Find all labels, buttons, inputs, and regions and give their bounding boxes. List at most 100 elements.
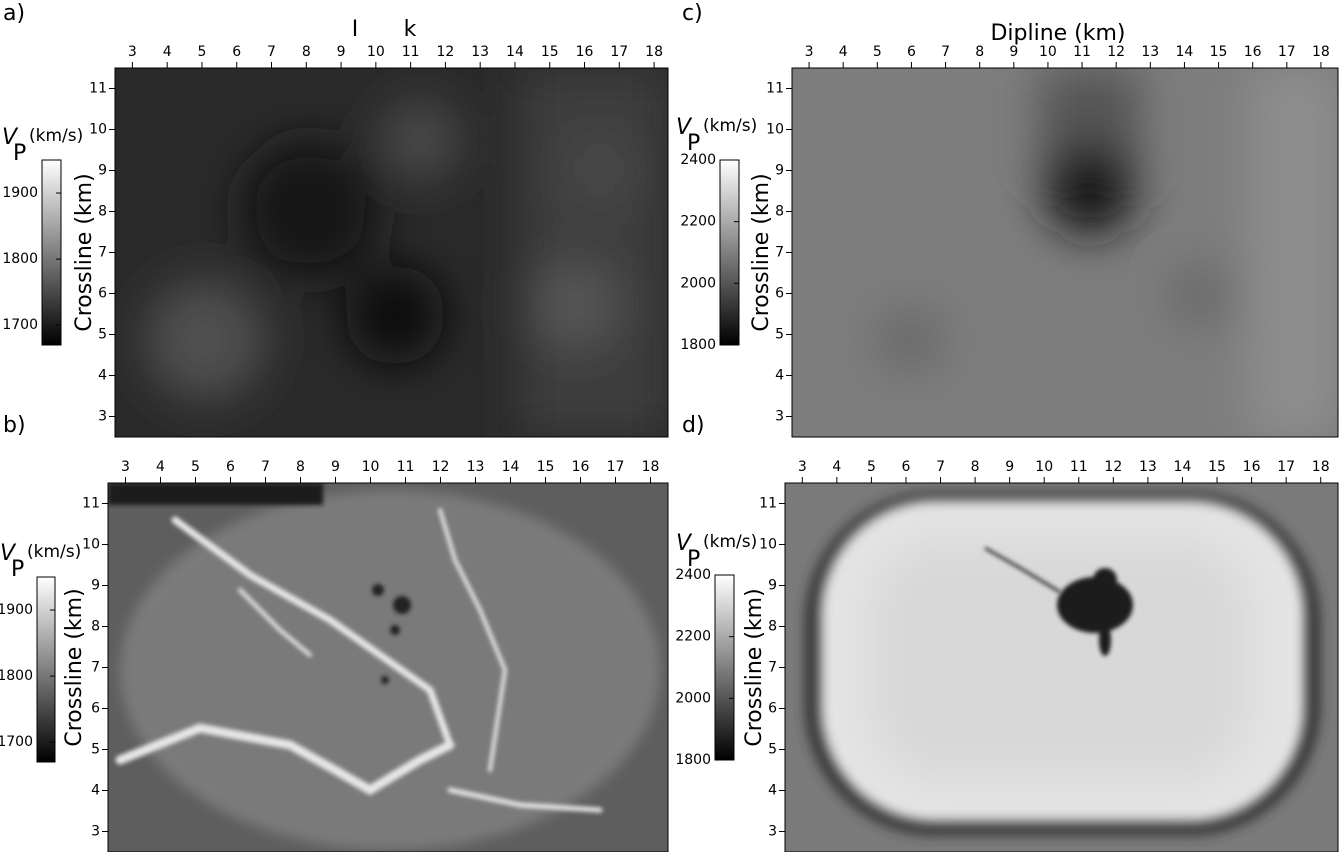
annotation: I: [352, 17, 359, 42]
y-tick-label: 5: [91, 742, 100, 758]
x-tick-label: 5: [191, 459, 200, 475]
x-tick-label: 4: [156, 459, 165, 475]
colorbar-label-subscript: P: [11, 557, 24, 582]
colorbar-label-unit: (km/s): [703, 116, 757, 136]
y-tick-label: 3: [91, 824, 100, 840]
colorbar-label-symbol: V: [0, 541, 17, 566]
y-tick-label: 11: [89, 81, 107, 97]
x-tick-label: 11: [1070, 459, 1088, 475]
x-tick-label: 12: [432, 459, 450, 475]
x-tick-label: 18: [1312, 459, 1330, 475]
x-tick-label: 13: [1139, 459, 1157, 475]
x-tick-label: 17: [1277, 459, 1295, 475]
x-tick-label: 16: [572, 459, 590, 475]
colorbar-label-symbol: V: [2, 125, 19, 150]
y-tick-label: 10: [89, 122, 107, 138]
x-tick-label: 10: [367, 44, 385, 60]
y-tick-label: 7: [775, 245, 784, 261]
x-tick-label: 16: [1243, 459, 1261, 475]
x-tick-label: 7: [936, 459, 945, 475]
y-tick-label: 3: [768, 824, 777, 840]
y-tick-label: 9: [775, 163, 784, 179]
colorbar-tick-label: 1800: [0, 668, 33, 684]
x-tick-label: 18: [645, 44, 663, 60]
y-tick-label: 7: [768, 660, 777, 676]
colorbar: [36, 576, 56, 763]
image-d: [785, 483, 1338, 852]
x-tick-label: 18: [1312, 44, 1330, 60]
colorbar: [714, 574, 735, 761]
y-axis-label: Crossline (km): [72, 173, 97, 331]
colorbar-tick-label: 1800: [675, 752, 711, 768]
image-a: [115, 68, 668, 437]
x-tick-label: 12: [1104, 459, 1122, 475]
y-tick-label: 11: [759, 496, 777, 512]
x-tick-label: 8: [971, 459, 980, 475]
colorbar: [719, 159, 740, 346]
x-tick-label: 12: [1107, 44, 1125, 60]
y-tick-label: 11: [766, 81, 784, 97]
y-tick-label: 8: [91, 619, 100, 635]
x-tick-label: 14: [506, 44, 524, 60]
x-tick-label: 18: [642, 459, 660, 475]
x-tick-label: 15: [537, 459, 555, 475]
x-tick-label: 16: [576, 44, 594, 60]
x-tick-label: 11: [397, 459, 415, 475]
y-axis-label: Crossline (km): [742, 588, 767, 746]
y-tick-label: 11: [82, 496, 100, 512]
y-tick-label: 8: [768, 619, 777, 635]
colorbar-tick-label: 1900: [2, 185, 38, 201]
x-tick-label: 10: [1035, 459, 1053, 475]
image-b: [108, 483, 668, 852]
x-tick-label: 4: [832, 459, 841, 475]
colorbar-tick-label: 1800: [680, 337, 716, 353]
y-tick-label: 6: [91, 701, 100, 717]
colorbar: [41, 159, 62, 346]
x-tick-label: 17: [1278, 44, 1296, 60]
x-tick-label: 15: [1208, 459, 1226, 475]
x-tick-label: 11: [402, 44, 420, 60]
x-tick-label: 14: [502, 459, 520, 475]
x-axis-label: Dipline (km): [990, 21, 1125, 46]
panel-label: c): [682, 1, 703, 26]
x-tick-label: 3: [805, 44, 814, 60]
y-tick-label: 9: [91, 578, 100, 594]
colorbar-tick-label: 2400: [675, 567, 711, 583]
y-tick-label: 4: [768, 783, 777, 799]
y-tick-label: 4: [775, 368, 784, 384]
x-tick-label: 9: [1009, 44, 1018, 60]
y-tick-label: 5: [98, 327, 107, 343]
colorbar-tick-label: 2200: [675, 629, 711, 645]
x-tick-label: 11: [1073, 44, 1091, 60]
colorbar-tick-label: 1900: [0, 602, 33, 618]
x-tick-label: 8: [975, 44, 984, 60]
colorbar-label-subscript: P: [687, 131, 700, 156]
colorbar-tick-label: 2000: [680, 275, 716, 291]
y-tick-label: 9: [768, 578, 777, 594]
x-tick-label: 7: [261, 459, 270, 475]
x-tick-label: 8: [296, 459, 305, 475]
y-tick-label: 8: [98, 204, 107, 220]
colorbar-label-unit: (km/s): [29, 126, 83, 146]
x-tick-label: 3: [798, 459, 807, 475]
colorbar-label-symbol: V: [676, 115, 693, 140]
y-tick-label: 7: [91, 660, 100, 676]
x-tick-label: 3: [128, 44, 137, 60]
x-tick-label: 3: [121, 459, 130, 475]
y-tick-label: 3: [775, 409, 784, 425]
colorbar-tick-label: 1700: [2, 317, 38, 333]
colorbar-label-subscript: P: [13, 141, 26, 166]
colorbar-tick-label: 2000: [675, 690, 711, 706]
colorbar-tick-label: 1800: [2, 251, 38, 267]
colorbar-tick-label: 1700: [0, 734, 33, 750]
x-tick-label: 6: [907, 44, 916, 60]
x-tick-label: 14: [1174, 459, 1192, 475]
x-tick-label: 12: [436, 44, 454, 60]
x-tick-label: 17: [607, 459, 625, 475]
x-tick-label: 13: [467, 459, 485, 475]
x-tick-label: 7: [267, 44, 276, 60]
x-tick-label: 9: [1005, 459, 1014, 475]
x-tick-label: 9: [331, 459, 340, 475]
y-tick-label: 4: [98, 368, 107, 384]
